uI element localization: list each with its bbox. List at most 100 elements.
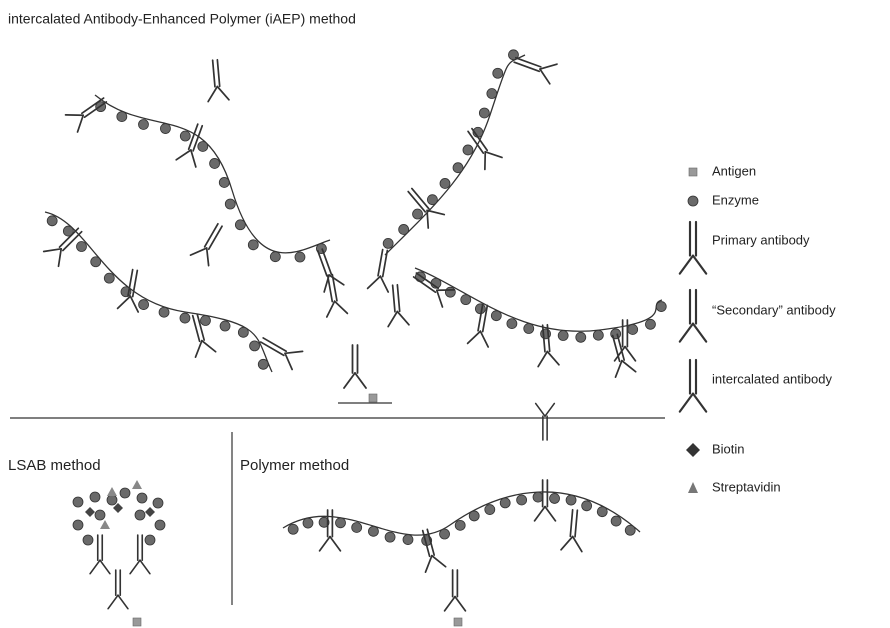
antibody-stem — [513, 61, 541, 73]
antibody-stem — [127, 268, 134, 297]
antibody — [42, 227, 83, 268]
biotin — [113, 503, 123, 513]
antibody-arm — [333, 300, 349, 315]
antibody — [116, 268, 140, 313]
enzyme — [490, 310, 502, 322]
enzyme — [384, 531, 396, 543]
biotin — [85, 507, 95, 517]
antibody — [175, 123, 204, 168]
streptavidin — [132, 480, 142, 489]
antibody-stem — [415, 272, 440, 290]
enzyme — [486, 88, 498, 99]
enzyme — [645, 318, 656, 330]
antibody — [611, 333, 637, 379]
panel-label: Polymer method — [240, 457, 349, 474]
antigen — [368, 393, 378, 403]
enzyme — [119, 487, 131, 499]
enzyme — [687, 195, 699, 207]
antibody-stem — [262, 337, 288, 353]
antibody — [466, 303, 490, 348]
antibody — [207, 58, 230, 103]
antibody-arm — [117, 594, 129, 610]
legend-label: Streptavidin — [712, 479, 781, 494]
antibody-stem — [481, 304, 489, 333]
enzyme — [565, 494, 577, 506]
enzyme — [499, 497, 511, 509]
antibody-stem — [611, 334, 621, 363]
antibody — [259, 337, 304, 371]
antibody-stem — [191, 314, 201, 343]
enzyme — [474, 303, 486, 315]
antibody-arm — [431, 554, 447, 568]
antibody-arm — [190, 149, 197, 168]
antibody-arm — [537, 350, 549, 368]
antibody-arm — [426, 209, 430, 229]
enzyme — [200, 315, 211, 326]
antibody — [678, 288, 708, 343]
enzyme — [557, 330, 569, 341]
antibody-arm — [424, 554, 433, 574]
enzyme — [179, 130, 191, 142]
antibody-arm — [484, 150, 503, 159]
enzyme — [94, 509, 106, 521]
antibody-arm — [325, 300, 336, 318]
antibody-arm — [539, 63, 558, 70]
antibody — [89, 534, 111, 575]
antibody-stem — [196, 313, 206, 341]
antibody — [189, 222, 223, 267]
antibody-arm — [76, 114, 85, 133]
antibody — [343, 344, 367, 389]
antibody-stem — [426, 528, 436, 556]
antibody-arm — [379, 275, 390, 293]
antibody-arm — [443, 595, 456, 612]
antibody-arm — [466, 330, 482, 345]
antibody — [560, 508, 583, 553]
antibody-arm — [533, 505, 546, 522]
antibody-arm — [426, 209, 446, 216]
enzyme — [287, 523, 299, 535]
antibody-arm — [544, 402, 556, 417]
enzyme — [624, 524, 636, 536]
antibody-arm — [189, 247, 208, 257]
antibody-stem — [569, 508, 574, 538]
antibody-arm — [129, 559, 141, 575]
antibody-stem — [546, 323, 551, 353]
antibody-arm — [435, 289, 444, 308]
enzyme — [382, 237, 394, 249]
antibody-stem — [83, 101, 108, 119]
antibody — [191, 313, 217, 359]
antibody — [129, 534, 151, 575]
enzyme — [106, 494, 118, 506]
antibody — [107, 569, 129, 610]
antibody-arm — [691, 254, 708, 275]
antibody-arm — [366, 275, 382, 290]
enzyme — [439, 178, 451, 189]
enzyme — [610, 328, 622, 340]
antibody-arm — [544, 505, 557, 522]
enzyme — [575, 331, 587, 343]
antibody — [421, 528, 447, 574]
antibody-arm — [116, 295, 132, 310]
enzyme — [62, 225, 74, 237]
enzyme — [294, 251, 306, 263]
enzyme — [160, 123, 171, 134]
enzyme — [247, 239, 259, 251]
antibody-stem — [410, 187, 430, 210]
enzyme — [492, 67, 504, 79]
enzyme — [154, 519, 166, 531]
antibody-arm — [354, 372, 367, 389]
antibody — [537, 323, 560, 368]
enzyme — [237, 326, 249, 338]
enzyme — [82, 534, 94, 546]
antibody-arm — [216, 85, 230, 101]
antibody-stem — [316, 249, 328, 277]
antibody-stem — [192, 124, 204, 152]
enzyme — [136, 492, 148, 504]
enzyme — [318, 516, 330, 528]
antibody-arm — [318, 535, 331, 552]
antibody-stem — [187, 123, 199, 151]
legend-label: intercalated antibody — [712, 371, 832, 386]
antibody-stem — [331, 273, 338, 302]
antibody — [533, 479, 557, 522]
